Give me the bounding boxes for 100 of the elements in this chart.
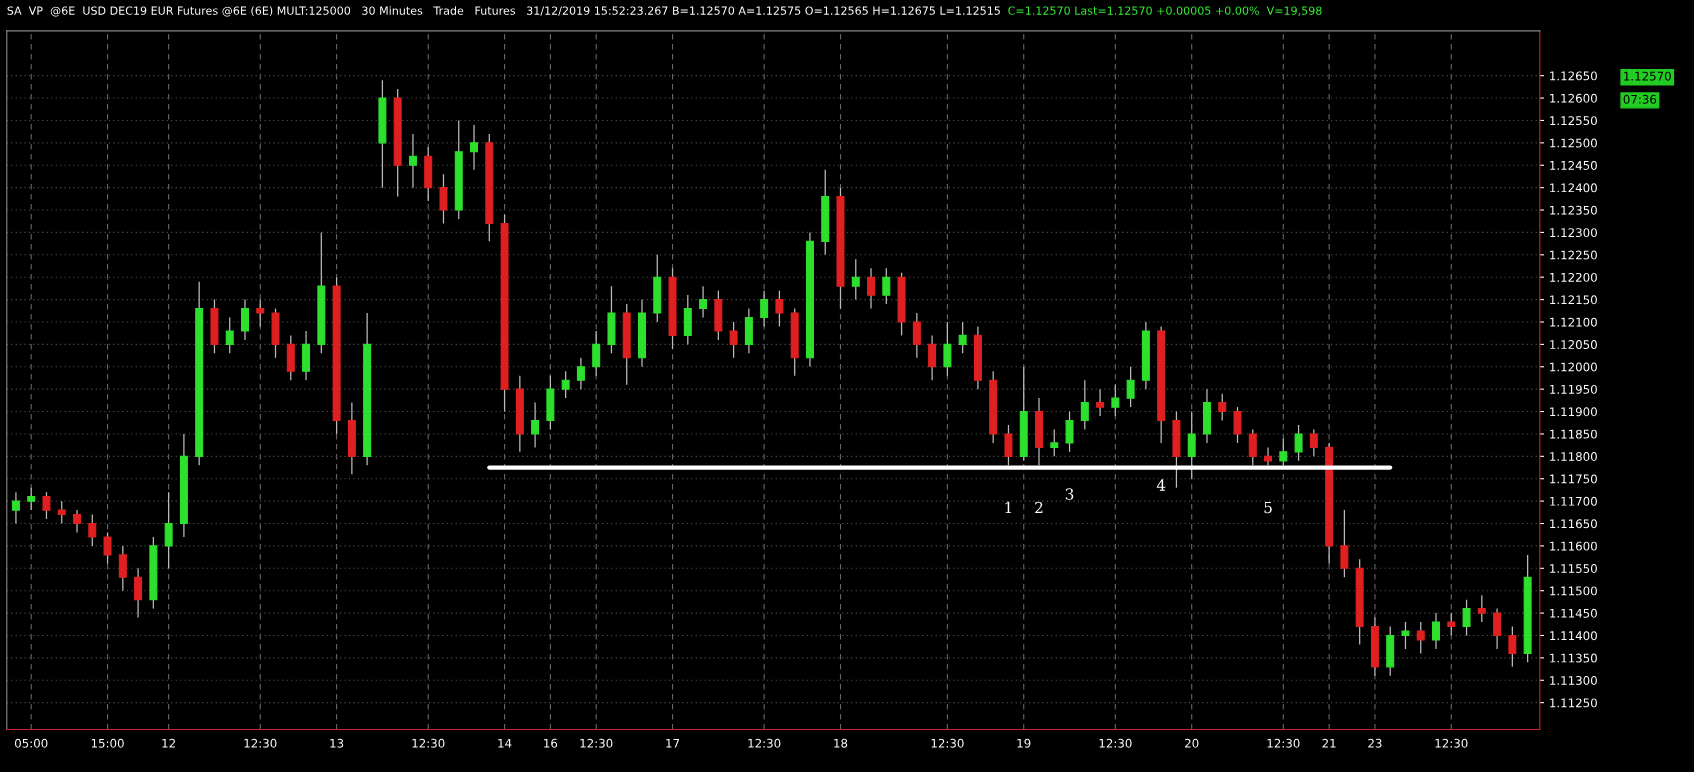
y-tick-label: 1.12450 (1550, 160, 1597, 170)
x-tick-label: 05:00 (14, 738, 48, 748)
candlestick (1126, 366, 1135, 408)
text: 3 (1065, 488, 1074, 500)
y-tick-label: 1.12300 (1550, 228, 1597, 238)
y-tick-label: 1.11600 (1550, 541, 1597, 551)
chart-subtitle: C=1.12570 Last=1.12570 +0.00005 +0.00% V=19,598 (1008, 6, 1322, 16)
candlestick (11, 491, 20, 525)
candlestick (576, 357, 585, 390)
x-tick-label: 21 (1322, 738, 1336, 748)
x-tick-label: 19 (1017, 738, 1031, 748)
candlestick (1096, 388, 1105, 417)
y-tick-label: 1.11750 (1550, 474, 1597, 484)
candlestick (1462, 599, 1471, 637)
x-tick-label: 23 (1368, 738, 1382, 748)
candlestick (118, 545, 127, 592)
y-tick-label: 1.11900 (1550, 407, 1597, 417)
y-tick-label: 1.12150 (1550, 295, 1597, 305)
text: 1 (1005, 501, 1012, 514)
x-tick-label: 12:30 (748, 738, 781, 748)
candlestick (531, 401, 540, 449)
candlestick (1218, 393, 1227, 422)
y-tick-label: 1.11300 (1550, 676, 1597, 685)
y-tick-label: 1.11400 (1550, 631, 1597, 641)
x-tick-label: 12:30 (580, 738, 613, 748)
candlestick (1080, 379, 1089, 431)
candlestick (164, 491, 173, 569)
candlestick (103, 531, 112, 565)
candlestick (592, 330, 601, 377)
text: 07:36 (1623, 94, 1657, 104)
y-tick-label: 1.12550 (1550, 116, 1597, 126)
candlestick (561, 370, 570, 399)
y-tick-label: 1.11250 (1550, 698, 1597, 708)
candlestick (1432, 612, 1441, 650)
candlestick (729, 321, 738, 359)
x-tick-label: 12:30 (244, 738, 277, 748)
x-tick-label: 12:30 (1099, 738, 1132, 748)
y-tick-label: 1.12000 (1550, 362, 1597, 372)
candlestick (1004, 424, 1013, 466)
y-tick-label: 1.11950 (1550, 384, 1597, 394)
x-tick-label: 20 (1185, 738, 1199, 748)
candlestick (1264, 446, 1273, 466)
candlestick (470, 124, 479, 171)
x-tick-label: 12:30 (412, 738, 445, 748)
candlestick (1493, 607, 1502, 650)
y-tick-label: 1.11800 (1550, 452, 1597, 461)
text: 1.12570 (1624, 71, 1671, 81)
y-tick-label: 1.12350 (1550, 205, 1597, 215)
candlestick (882, 267, 891, 305)
candlestick (943, 321, 952, 377)
candlestick (1340, 509, 1349, 578)
candlestick (408, 133, 417, 189)
y-tick-label: 1.11350 (1550, 653, 1597, 663)
text: 4 (1156, 479, 1166, 491)
candlestick (42, 491, 51, 520)
x-tick-label: 12:30 (931, 738, 964, 748)
candlestick (134, 567, 143, 619)
candlestick (851, 258, 860, 301)
text: 2 (1035, 501, 1043, 514)
y-tick-label: 1.12600 (1550, 93, 1597, 103)
x-tick-label: 17 (666, 738, 680, 748)
candlestick (256, 298, 265, 328)
candlestick (1279, 437, 1288, 466)
y-tick-label: 1.12200 (1550, 272, 1597, 282)
y-tick-label: 1.11700 (1550, 496, 1597, 506)
candlestick (1416, 621, 1425, 655)
candlestick (867, 267, 876, 310)
candlestick (1187, 410, 1196, 480)
candlestick (240, 298, 249, 341)
x-tick-label: 14 (498, 738, 512, 748)
candlestick (958, 321, 967, 354)
x-tick-label: 12 (162, 738, 175, 748)
candlestick (1447, 612, 1456, 637)
candlestick (1309, 428, 1318, 457)
candlestick (1294, 424, 1303, 462)
candlestick (1248, 428, 1257, 466)
candlestick (1477, 594, 1486, 623)
y-tick-label: 1.12050 (1550, 340, 1597, 350)
candlestick (775, 290, 784, 328)
candlestick (27, 487, 36, 511)
x-tick-label: 18 (834, 738, 848, 748)
y-tick-label: 1.11850 (1550, 429, 1597, 439)
y-tick-label: 1.11550 (1550, 564, 1597, 573)
chart-title: SA VP @6E USD DEC19 EUR Futures @6E (6E) MULT:125000 30 Minutes Trade Futures 31/12/2019 15:52:23.267 B=1.12570 A=1.12575 O=1.12565 H=1.12675 L=1.12515 (7, 6, 1000, 17)
x-tick-label: 15:00 (91, 738, 124, 748)
candlestick (699, 285, 708, 319)
candlestick (1111, 384, 1120, 417)
candlestick (73, 509, 82, 534)
candlestick (912, 312, 921, 359)
candlestick (88, 513, 97, 547)
y-tick-label: 1.12250 (1550, 250, 1597, 260)
y-tick-label: 1.12100 (1550, 317, 1597, 327)
candlestick (1401, 621, 1410, 650)
y-tick-label: 1.11450 (1550, 608, 1597, 618)
y-tick-label: 1.11500 (1550, 586, 1597, 596)
y-tick-label: 1.12500 (1550, 138, 1597, 148)
x-tick-label: 13 (330, 738, 344, 748)
candlestick (225, 316, 234, 354)
candlestick (57, 500, 66, 525)
candlestick (1508, 625, 1517, 668)
